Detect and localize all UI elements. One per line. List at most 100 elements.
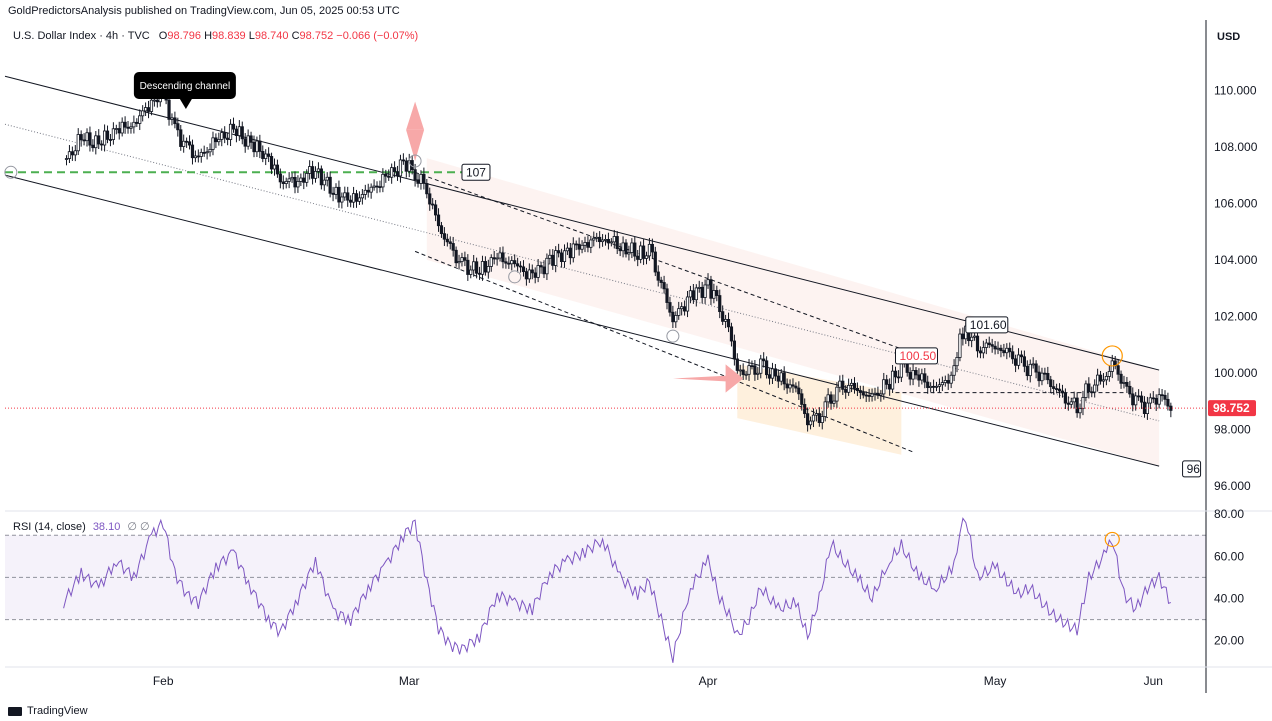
- candle-body: [682, 306, 687, 312]
- rsi-line: [63, 517, 1171, 663]
- ohlc-o: 98.796: [167, 30, 202, 42]
- candle-body: [753, 365, 757, 375]
- price-tick-label: 104.000: [1214, 253, 1258, 267]
- ohlc-l: 98.740: [254, 30, 289, 42]
- candle-body: [680, 306, 684, 310]
- candle-body: [782, 372, 786, 385]
- ohlc-change: −0.066 (−0.07%): [336, 30, 419, 42]
- label-96: 96: [1187, 462, 1201, 476]
- candle-body: [343, 192, 347, 198]
- candle-body: [978, 350, 983, 354]
- candle-body: [1166, 398, 1170, 407]
- candle-body: [958, 333, 962, 358]
- candle-body: [416, 179, 420, 184]
- candle-body: [952, 365, 956, 376]
- candle-body: [1157, 394, 1161, 405]
- candle-body: [811, 414, 816, 422]
- candle-body: [351, 193, 356, 203]
- candle-body: [226, 137, 230, 140]
- candle-body: [310, 166, 315, 179]
- candle-body: [261, 151, 265, 159]
- candle-body: [123, 121, 127, 128]
- candle-body: [328, 176, 332, 194]
- candle-body: [554, 250, 558, 266]
- candle-body: [1005, 347, 1009, 354]
- candle-body: [390, 167, 394, 178]
- candle-body: [504, 261, 508, 264]
- candle-body: [920, 373, 924, 381]
- candle-body: [94, 135, 98, 149]
- candle-body: [1101, 379, 1106, 382]
- candle-body: [457, 261, 461, 264]
- callout-pointer: [179, 99, 192, 109]
- rsi-extra: ∅ ∅: [127, 521, 150, 533]
- pivot-circle: [408, 154, 422, 168]
- candle-body: [331, 192, 335, 195]
- candle-body: [428, 193, 432, 205]
- up-arrow-shape: [406, 101, 425, 130]
- label-96-box: [1182, 460, 1202, 478]
- candle-body: [404, 160, 408, 172]
- candle-body: [316, 168, 321, 172]
- candle-body: [934, 385, 939, 388]
- candle-body: [612, 236, 616, 243]
- ohlc-c-label: C: [291, 30, 300, 42]
- candle-body: [167, 99, 171, 120]
- candle-body: [1139, 395, 1144, 403]
- tradingview-footer[interactable]: TradingView: [8, 705, 88, 717]
- currency-label[interactable]: USD: [1217, 31, 1241, 43]
- candle-body: [208, 148, 212, 153]
- candle-body: [182, 140, 186, 147]
- candle-body: [357, 197, 362, 202]
- candle-body: [202, 151, 206, 154]
- candle-body: [217, 139, 221, 143]
- candle-body: [577, 243, 581, 250]
- candle-body: [1104, 376, 1109, 381]
- candle-body: [1081, 397, 1085, 410]
- candle-body: [67, 151, 72, 159]
- ohlc-c: 98.752: [299, 30, 334, 42]
- candle-body: [858, 390, 862, 393]
- candle-body: [530, 269, 534, 274]
- candle-body: [929, 385, 933, 388]
- candle-body: [243, 138, 247, 147]
- candle-body: [524, 271, 529, 280]
- candle-body: [814, 413, 819, 416]
- symbol-label[interactable]: U.S. Dollar Index · 4h · TVC: [13, 30, 150, 42]
- candle-body: [354, 193, 359, 202]
- publisher-line: GoldPredictorsAnalysis published on Trad…: [8, 5, 400, 17]
- candle-body: [363, 189, 367, 195]
- candle-body: [486, 266, 490, 273]
- candle-body: [214, 137, 218, 143]
- candle-body: [662, 282, 666, 290]
- candle-body: [852, 382, 857, 389]
- candle-body: [1028, 363, 1032, 377]
- candle-body: [240, 126, 244, 140]
- candle-body: [557, 250, 561, 254]
- candle-body: [1131, 393, 1135, 406]
- candle-body: [650, 243, 654, 253]
- candle-body: [627, 252, 631, 255]
- time-tick-label: May: [984, 674, 1007, 688]
- candle-body: [76, 134, 80, 152]
- candle-body: [480, 261, 485, 275]
- rsi-label[interactable]: RSI (14, close): [13, 521, 86, 533]
- candle-body: [624, 242, 628, 255]
- candle-body: [1075, 397, 1079, 414]
- candle-body: [1063, 392, 1067, 404]
- candle-body: [844, 388, 848, 393]
- candle-body: [885, 379, 889, 385]
- candle-body: [82, 139, 86, 142]
- candle-body: [284, 180, 288, 184]
- candle-body: [896, 376, 901, 379]
- candle-body: [199, 151, 203, 157]
- candle-body: [176, 123, 180, 131]
- candle-body: [1084, 383, 1088, 398]
- candle-body: [223, 132, 227, 139]
- candle-body: [621, 242, 625, 252]
- price-tick-label: 106.000: [1214, 196, 1258, 210]
- candle-body: [841, 380, 845, 390]
- candle-body: [721, 311, 725, 322]
- candles-layer: [64, 81, 1173, 432]
